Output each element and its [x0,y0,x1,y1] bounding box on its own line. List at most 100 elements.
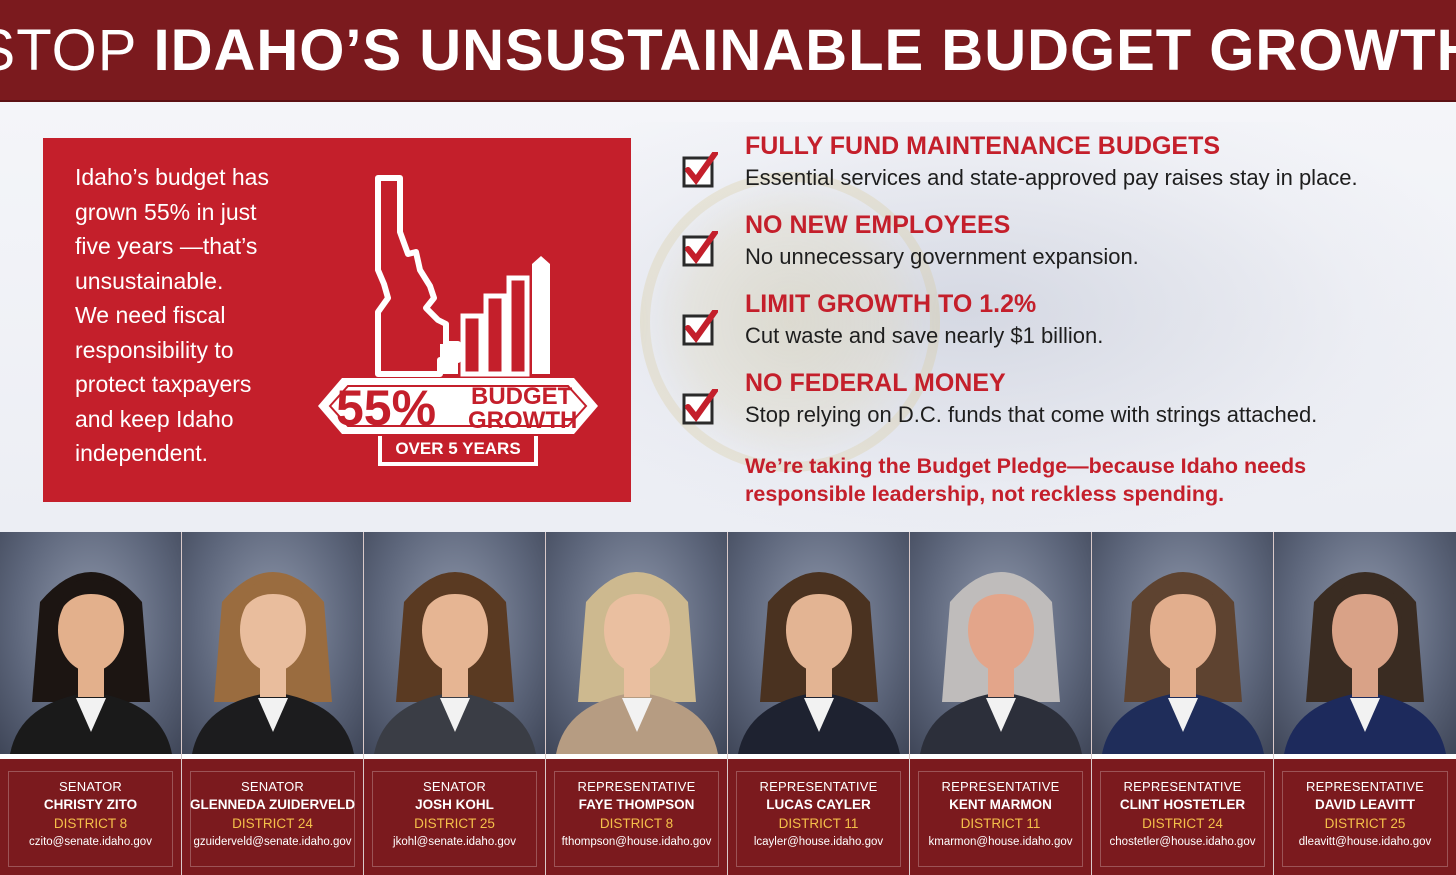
legislator-name: LUCAS CAYLER [766,797,871,812]
legislator-email[interactable]: dleavitt@house.idaho.gov [1298,836,1432,848]
legislator-email[interactable]: czito@senate.idaho.gov [29,836,152,848]
legislator-district: DISTRICT 11 [778,816,859,831]
growth-bar-2 [460,313,484,377]
pledge-title: NO FEDERAL MONEY [745,369,1006,397]
legislator-info: REPRESENTATIVE CLINT HOSTETLER DISTRICT … [1092,754,1273,875]
pledge-title: LIMIT GROWTH TO 1.2% [745,290,1037,318]
legislator-name: FAYE THOMPSON [578,797,695,812]
growth-label-bottom: GROWTH [468,407,577,434]
legislator-info: REPRESENTATIVE KENT MARMON DISTRICT 11 k… [910,754,1091,875]
pledge-description: No unnecessary government expansion. [745,244,1139,269]
legislator-card: SENATOR JOSH KOHL DISTRICT 25 jkohl@sena… [364,532,546,875]
growth-bar-3 [483,293,507,377]
statement-line: responsible leadership, not reckless spe… [745,482,1225,506]
legislator-role: SENATOR [422,779,487,794]
legislator-name: GLENNEDA ZUIDERVELD [189,797,355,812]
legislator-info: SENATOR GLENNEDA ZUIDERVELD DISTRICT 24 … [182,754,363,875]
card-frame [918,771,1083,867]
idaho-outline-icon [375,175,461,377]
legislator-card: REPRESENTATIVE DAVID LEAVITT DISTRICT 25… [1274,532,1456,875]
checkmark-icon [682,389,718,425]
pledge-item: NO FEDERAL MONEY Stop relying on D.C. fu… [680,367,1440,446]
intro-text: Idaho’s budget has grown 55% in just fiv… [75,160,315,471]
card-frame [554,771,719,867]
budget-growth-panel: Idaho’s budget has grown 55% in just fiv… [43,138,631,502]
legislator-email[interactable]: fthompson@house.idaho.gov [561,836,712,848]
card-frame [190,771,355,867]
growth-ribbon [318,378,598,434]
legislator-info: SENATOR CHRISTY ZITO DISTRICT 8 czito@se… [0,754,181,875]
pledge-item: NO NEW EMPLOYEES No unnecessary governme… [680,209,1440,288]
intro-line: five years —that’s [75,233,258,259]
legislator-portrait [364,532,545,754]
title-main: IDAHO’S UNSUSTAINABLE BUDGET GROWTH [153,17,1456,83]
card-frame [1282,771,1448,867]
card-frame [8,771,173,867]
growth-period: OVER 5 YEARS [395,439,520,458]
title-stop: STOP [0,17,137,83]
legislator-portrait [1092,532,1273,754]
legislator-info: REPRESENTATIVE DAVID LEAVITT DISTRICT 25… [1274,754,1456,875]
portrait-photo [374,572,536,754]
legislator-role: REPRESENTATIVE [941,779,1060,794]
legislator-name: JOSH KOHL [415,797,494,812]
portrait-photo [1284,572,1446,754]
statement-line: We’re taking the Budget Pledge—because I… [745,454,1307,478]
legislator-role: REPRESENTATIVE [577,779,696,794]
legislator-portrait [0,532,181,754]
legislator-district: DISTRICT 8 [599,816,674,831]
pledge-description: Essential services and state-approved pa… [745,165,1358,190]
legislator-portrait [1274,532,1456,754]
legislator-district: DISTRICT 24 [1142,816,1223,831]
pledge-list: FULLY FUND MAINTENANCE BUDGETS Essential… [680,130,1440,446]
pledge-item: LIMIT GROWTH TO 1.2% Cut waste and save … [680,288,1440,367]
legislator-district: DISTRICT 24 [232,816,313,831]
checkmark-icon [682,310,718,346]
legislator-district: DISTRICT 25 [1324,816,1406,831]
legislator-email[interactable]: jkohl@senate.idaho.gov [393,836,516,848]
legislator-role: SENATOR [240,779,305,794]
pledge-statement: We’re taking the Budget Pledge—because I… [745,452,1435,508]
portrait-photo [10,572,172,754]
legislator-district: DISTRICT 25 [414,816,495,831]
legislator-portrait [910,532,1091,754]
legislator-role: REPRESENTATIVE [1306,779,1424,794]
portrait-photo [738,572,900,754]
header-banner: STOP IDAHO’S UNSUSTAINABLE BUDGET GROWTH [0,0,1456,102]
legislator-name: KENT MARMON [949,797,1052,812]
legislator-portrait [546,532,727,754]
legislator-card: SENATOR GLENNEDA ZUIDERVELD DISTRICT 24 … [182,532,364,875]
legislator-role: REPRESENTATIVE [1123,779,1242,794]
legislator-info: REPRESENTATIVE LUCAS CAYLER DISTRICT 11 … [728,754,909,875]
growth-label-top: BUDGET [471,383,573,410]
background-flag-image [470,122,1456,532]
legislator-card: REPRESENTATIVE LUCAS CAYLER DISTRICT 11 … [728,532,910,875]
legislator-email[interactable]: chostetler@house.idaho.gov [1109,836,1256,848]
portrait-photo [1102,572,1264,754]
legislator-role: SENATOR [58,779,123,794]
portrait-photo [920,572,1082,754]
legislator-card: REPRESENTATIVE CLINT HOSTETLER DISTRICT … [1092,532,1274,875]
pledge-item: FULLY FUND MAINTENANCE BUDGETS Essential… [680,130,1440,209]
growth-bar-5 [532,256,550,374]
legislator-email[interactable]: gzuiderveld@senate.idaho.gov [193,836,352,848]
growth-bar-4 [506,275,530,377]
legislator-name: CHRISTY ZITO [43,797,138,812]
legislator-card: REPRESENTATIVE KENT MARMON DISTRICT 11 k… [910,532,1092,875]
card-frame [736,771,901,867]
checkmark-icon [682,152,718,188]
growth-bar-1 [440,344,458,374]
legislator-name: CLINT HOSTETLER [1119,797,1246,812]
card-frame [372,771,537,867]
legislator-email[interactable]: kmarmon@house.idaho.gov [928,836,1073,848]
legislator-portrait [182,532,363,754]
legislator-gallery: SENATOR CHRISTY ZITO DISTRICT 8 czito@se… [0,532,1456,875]
intro-line: independent. [75,440,209,466]
legislator-card: SENATOR CHRISTY ZITO DISTRICT 8 czito@se… [0,532,182,875]
legislator-email[interactable]: lcayler@house.idaho.gov [753,836,884,848]
legislator-name: DAVID LEAVITT [1315,797,1415,812]
legislator-district: DISTRICT 8 [53,816,128,831]
legislator-info: REPRESENTATIVE FAYE THOMPSON DISTRICT 8 … [546,754,727,875]
intro-line: We need fiscal [75,302,226,328]
pledge-description: Stop relying on D.C. funds that come wit… [745,402,1318,427]
